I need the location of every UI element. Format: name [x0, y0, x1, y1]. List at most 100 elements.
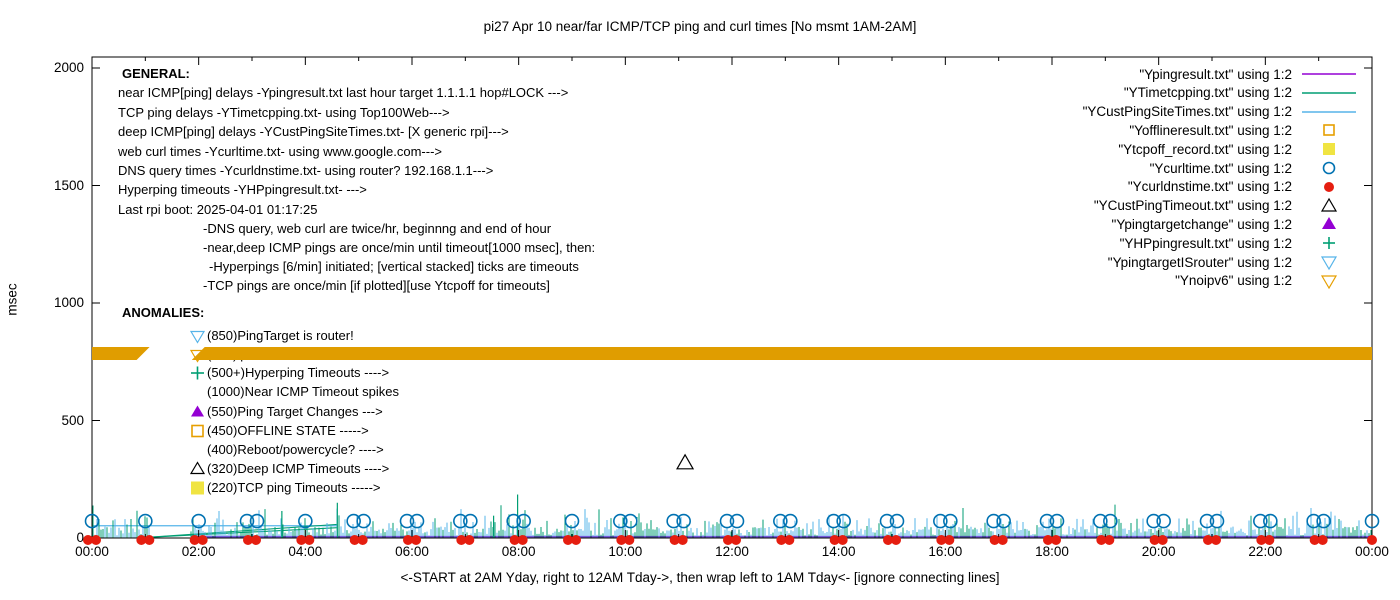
anomaly-line: (400)Reboot/powercycle? ----> [189, 441, 384, 458]
triangle-up-open-icon [189, 461, 206, 475]
general-text-line: near ICMP[ping] delays -Ypingresult.txt … [118, 85, 569, 100]
x-tick-label: 20:00 [1141, 544, 1176, 559]
general-text-line: -DNS query, web curl are twice/hr, begin… [203, 221, 552, 236]
anomaly-line: (850)PingTarget is router! [189, 327, 354, 344]
anomaly-text: (1000)Near ICMP Timeout spikes [207, 384, 399, 399]
legend-label: "Yofflineresult.txt" using 1:2 [1129, 122, 1292, 138]
general-text-line: Hyperping timeouts -YHPpingresult.txt- -… [118, 182, 367, 197]
general-text-line: DNS query times -Ycurldnstime.txt- using… [118, 163, 494, 178]
general-text-line: ANOMALIES: [122, 305, 205, 320]
y-tick-label: 1500 [53, 177, 84, 193]
anomaly-line: (1000)Near ICMP Timeout spikes [189, 383, 399, 400]
square-open-icon [1323, 124, 1335, 137]
line-icon [1302, 73, 1356, 75]
x-tick-label: 02:00 [181, 544, 216, 559]
legend-row: "YpingtargetISrouter" using 1:2 [1108, 253, 1358, 271]
y-tick-label: 0 [76, 530, 84, 545]
general-text-line: GENERAL: [122, 66, 190, 81]
triangle-up-filled-icon [191, 405, 204, 417]
chart-title: pi27 Apr 10 near/far ICMP/TCP ping and c… [483, 19, 917, 34]
y-tick-label: 2000 [53, 60, 84, 75]
anomaly-text: (400)Reboot/powercycle? ----> [207, 442, 384, 457]
x-tick-label: 22:00 [1248, 544, 1283, 559]
general-text-line: -near,deep ICMP pings are once/min until… [203, 240, 596, 255]
ynoipv6-band-segment [191, 347, 1372, 361]
x-axis-label: <-START at 2AM Yday, right to 12AM Tday-… [400, 570, 1000, 585]
legend-row: "Ypingresult.txt" using 1:2 [1139, 65, 1358, 83]
circle-open-icon [1322, 161, 1336, 175]
legend-label: "YCustPingTimeout.txt" using 1:2 [1093, 198, 1292, 214]
anomaly-line: (500+)Hyperping Timeouts ----> [189, 364, 389, 381]
triangle-up-open-icon [1320, 197, 1338, 212]
legend-row: "Yofflineresult.txt" using 1:2 [1129, 121, 1358, 139]
anomaly-line: (220)TCP ping Timeouts -----> [189, 479, 381, 496]
legend-label: "Ytcpoff_record.txt" using 1:2 [1118, 141, 1292, 157]
legend-label: "YCustPingSiteTimes.txt" using 1:2 [1082, 104, 1292, 120]
anomaly-text: (850)PingTarget is router! [207, 328, 354, 343]
triangle-down-open-icon [1320, 275, 1338, 289]
legend-label: "Ypingresult.txt" using 1:2 [1139, 66, 1292, 82]
legend-row: "Ypingtargetchange" using 1:2 [1112, 215, 1358, 233]
x-tick-label: 08:00 [501, 544, 536, 559]
x-tick-label: 06:00 [395, 544, 429, 559]
anomaly-line: (450)OFFLINE STATE -----> [189, 422, 369, 439]
x-tick-label: 04:00 [288, 544, 323, 559]
general-text-line: -Hyperpings [6/min] initiated; [vertical… [209, 259, 579, 274]
triangle-down-open-icon [1320, 256, 1338, 271]
triangle-down-open-icon [189, 330, 206, 344]
plus-icon [1323, 237, 1335, 250]
anomaly-text: (220)TCP ping Timeouts -----> [207, 480, 381, 495]
general-text-line: web curl times -Ycurltime.txt- using www… [118, 144, 443, 159]
general-text-line: TCP ping delays -YTimetcpping.txt- using… [118, 105, 450, 120]
legend-label: "YTimetcpping.txt" using 1:2 [1123, 85, 1292, 101]
x-tick-label: 10:00 [608, 544, 643, 559]
anomaly-text: (320)Deep ICMP Timeouts ----> [207, 461, 390, 476]
anomaly-line: (320)Deep ICMP Timeouts ----> [189, 460, 389, 477]
legend-row: "YCustPingTimeout.txt" using 1:2 [1094, 197, 1358, 215]
anomaly-text: (550)Ping Target Changes ---> [207, 404, 383, 419]
square-filled-icon [191, 481, 204, 495]
legend-row: "YTimetcpping.txt" using 1:2 [1124, 84, 1358, 102]
circle-filled-icon [1324, 181, 1334, 192]
general-text-line: -TCP pings are once/min [if plotted][use… [203, 278, 550, 293]
x-tick-label: 00:00 [75, 544, 109, 559]
anomaly-text: (500+)Hyperping Timeouts ----> [207, 365, 390, 380]
deep-icmp-timeout-marker [676, 453, 695, 470]
general-text-line: deep ICMP[ping] delays -YCustPingSiteTim… [118, 124, 509, 139]
legend-label: "Ycurldnstime.txt" using 1:2 [1127, 179, 1292, 195]
legend-row: "YHPpingresult.txt" using 1:2 [1120, 234, 1358, 252]
legend-label: "Ypingtargetchange" using 1:2 [1111, 216, 1292, 232]
legend-label: "YHPpingresult.txt" using 1:2 [1119, 235, 1292, 251]
x-tick-label: 16:00 [928, 544, 963, 559]
legend-row: "Ynoipv6" using 1:2 [1175, 272, 1358, 290]
anomaly-text: (450)OFFLINE STATE -----> [207, 423, 369, 438]
x-tick-label: 18:00 [1035, 544, 1069, 559]
x-tick-label: 12:00 [715, 544, 749, 559]
legend-label: "Ynoipv6" using 1:2 [1175, 273, 1292, 289]
y-tick-label: 500 [61, 412, 84, 428]
none-icon [189, 441, 206, 458]
dns-time-dots [83, 535, 1377, 545]
ynoipv6-band-segment [92, 347, 150, 360]
legend-label: "Ycurltime.txt" using 1:2 [1149, 160, 1292, 176]
legend-row: "YCustPingSiteTimes.txt" using 1:2 [1083, 103, 1358, 121]
triangle-up-filled-icon [1322, 217, 1336, 230]
plus-icon [191, 366, 204, 380]
line-icon [1302, 110, 1356, 113]
general-text-line: Last rpi boot: 2025-04-01 01:17:25 [118, 202, 318, 217]
square-open-icon [191, 424, 204, 438]
line-icon [1302, 91, 1356, 94]
web-curl-circles [84, 513, 1380, 529]
legend-row: "Ycurldnstime.txt" using 1:2 [1128, 178, 1358, 196]
square-filled-icon [1323, 143, 1335, 156]
x-tick-label: 14:00 [821, 544, 856, 559]
legend-label: "YpingtargetISrouter" using 1:2 [1107, 254, 1292, 270]
anomaly-line: (550)Ping Target Changes ---> [189, 403, 383, 420]
x-tick-label: 00:00 [1355, 544, 1389, 559]
legend-row: "Ycurltime.txt" using 1:2 [1150, 159, 1358, 177]
none-icon [189, 383, 206, 400]
legend-row: "Ytcpoff_record.txt" using 1:2 [1118, 140, 1358, 158]
y-tick-label: 1000 [53, 295, 84, 310]
